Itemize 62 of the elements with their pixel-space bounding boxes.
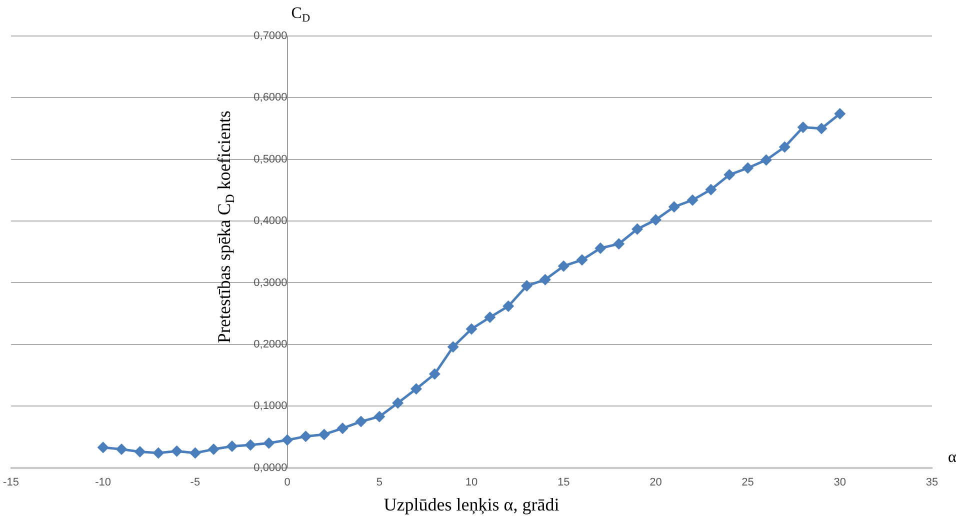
point — [522, 280, 532, 292]
point — [245, 440, 256, 450]
x-axis-title: Uzplūdes leņķis α, grādi — [384, 494, 560, 515]
point — [816, 123, 827, 134]
point — [190, 448, 200, 458]
y-tick-label: 0,1000 — [254, 400, 288, 412]
x-tick-label: -10 — [95, 476, 112, 488]
point — [116, 444, 127, 455]
point — [300, 431, 311, 442]
point — [374, 411, 385, 422]
y-tick-label: 0,6000 — [254, 92, 288, 104]
point — [356, 416, 366, 427]
point — [614, 238, 624, 250]
x-tick-label: 20 — [650, 476, 662, 488]
point — [540, 274, 550, 285]
point — [706, 184, 716, 195]
point — [208, 444, 219, 455]
point — [558, 260, 569, 272]
point — [632, 224, 643, 234]
x-tick-label: 15 — [557, 476, 570, 488]
point — [172, 446, 182, 456]
point — [410, 384, 422, 394]
point — [798, 122, 808, 133]
text: α — [948, 449, 957, 466]
x-tick-label: -5 — [190, 476, 200, 488]
point — [466, 324, 477, 334]
point — [503, 300, 514, 312]
point — [226, 440, 238, 452]
point — [779, 142, 790, 152]
y-tick-label: 0,7000 — [254, 30, 288, 42]
point — [429, 368, 440, 380]
point — [760, 154, 772, 166]
point — [98, 442, 108, 453]
y-tick-label: 0,3000 — [254, 276, 288, 289]
y-tick-label: 0,2000 — [254, 338, 288, 350]
x-tick-label: 25 — [742, 476, 754, 488]
point — [448, 342, 458, 352]
y-axis-title: Pretestības spēka CD koeficients — [214, 110, 238, 344]
point — [834, 108, 846, 119]
point — [153, 448, 164, 458]
point — [134, 446, 146, 458]
point — [650, 214, 661, 226]
point — [595, 242, 606, 254]
point — [282, 434, 293, 446]
x-tick-label: 10 — [465, 476, 478, 488]
point — [318, 429, 330, 440]
point — [337, 423, 348, 434]
point — [687, 194, 698, 206]
x-tick-label: 0 — [284, 476, 290, 488]
y-tick-label: 0,5000 — [254, 153, 288, 166]
x-tick-label: 5 — [376, 476, 382, 488]
x-tick-label: -15 — [3, 476, 19, 488]
point — [484, 312, 496, 323]
point — [668, 202, 680, 212]
point — [392, 398, 404, 408]
x-tick-label: 35 — [926, 476, 938, 488]
y-tick-label: 0,4000 — [254, 215, 288, 228]
point — [742, 162, 754, 174]
point — [576, 254, 588, 266]
x-tick-label: 30 — [834, 476, 846, 488]
point — [724, 170, 735, 180]
point — [264, 438, 274, 448]
